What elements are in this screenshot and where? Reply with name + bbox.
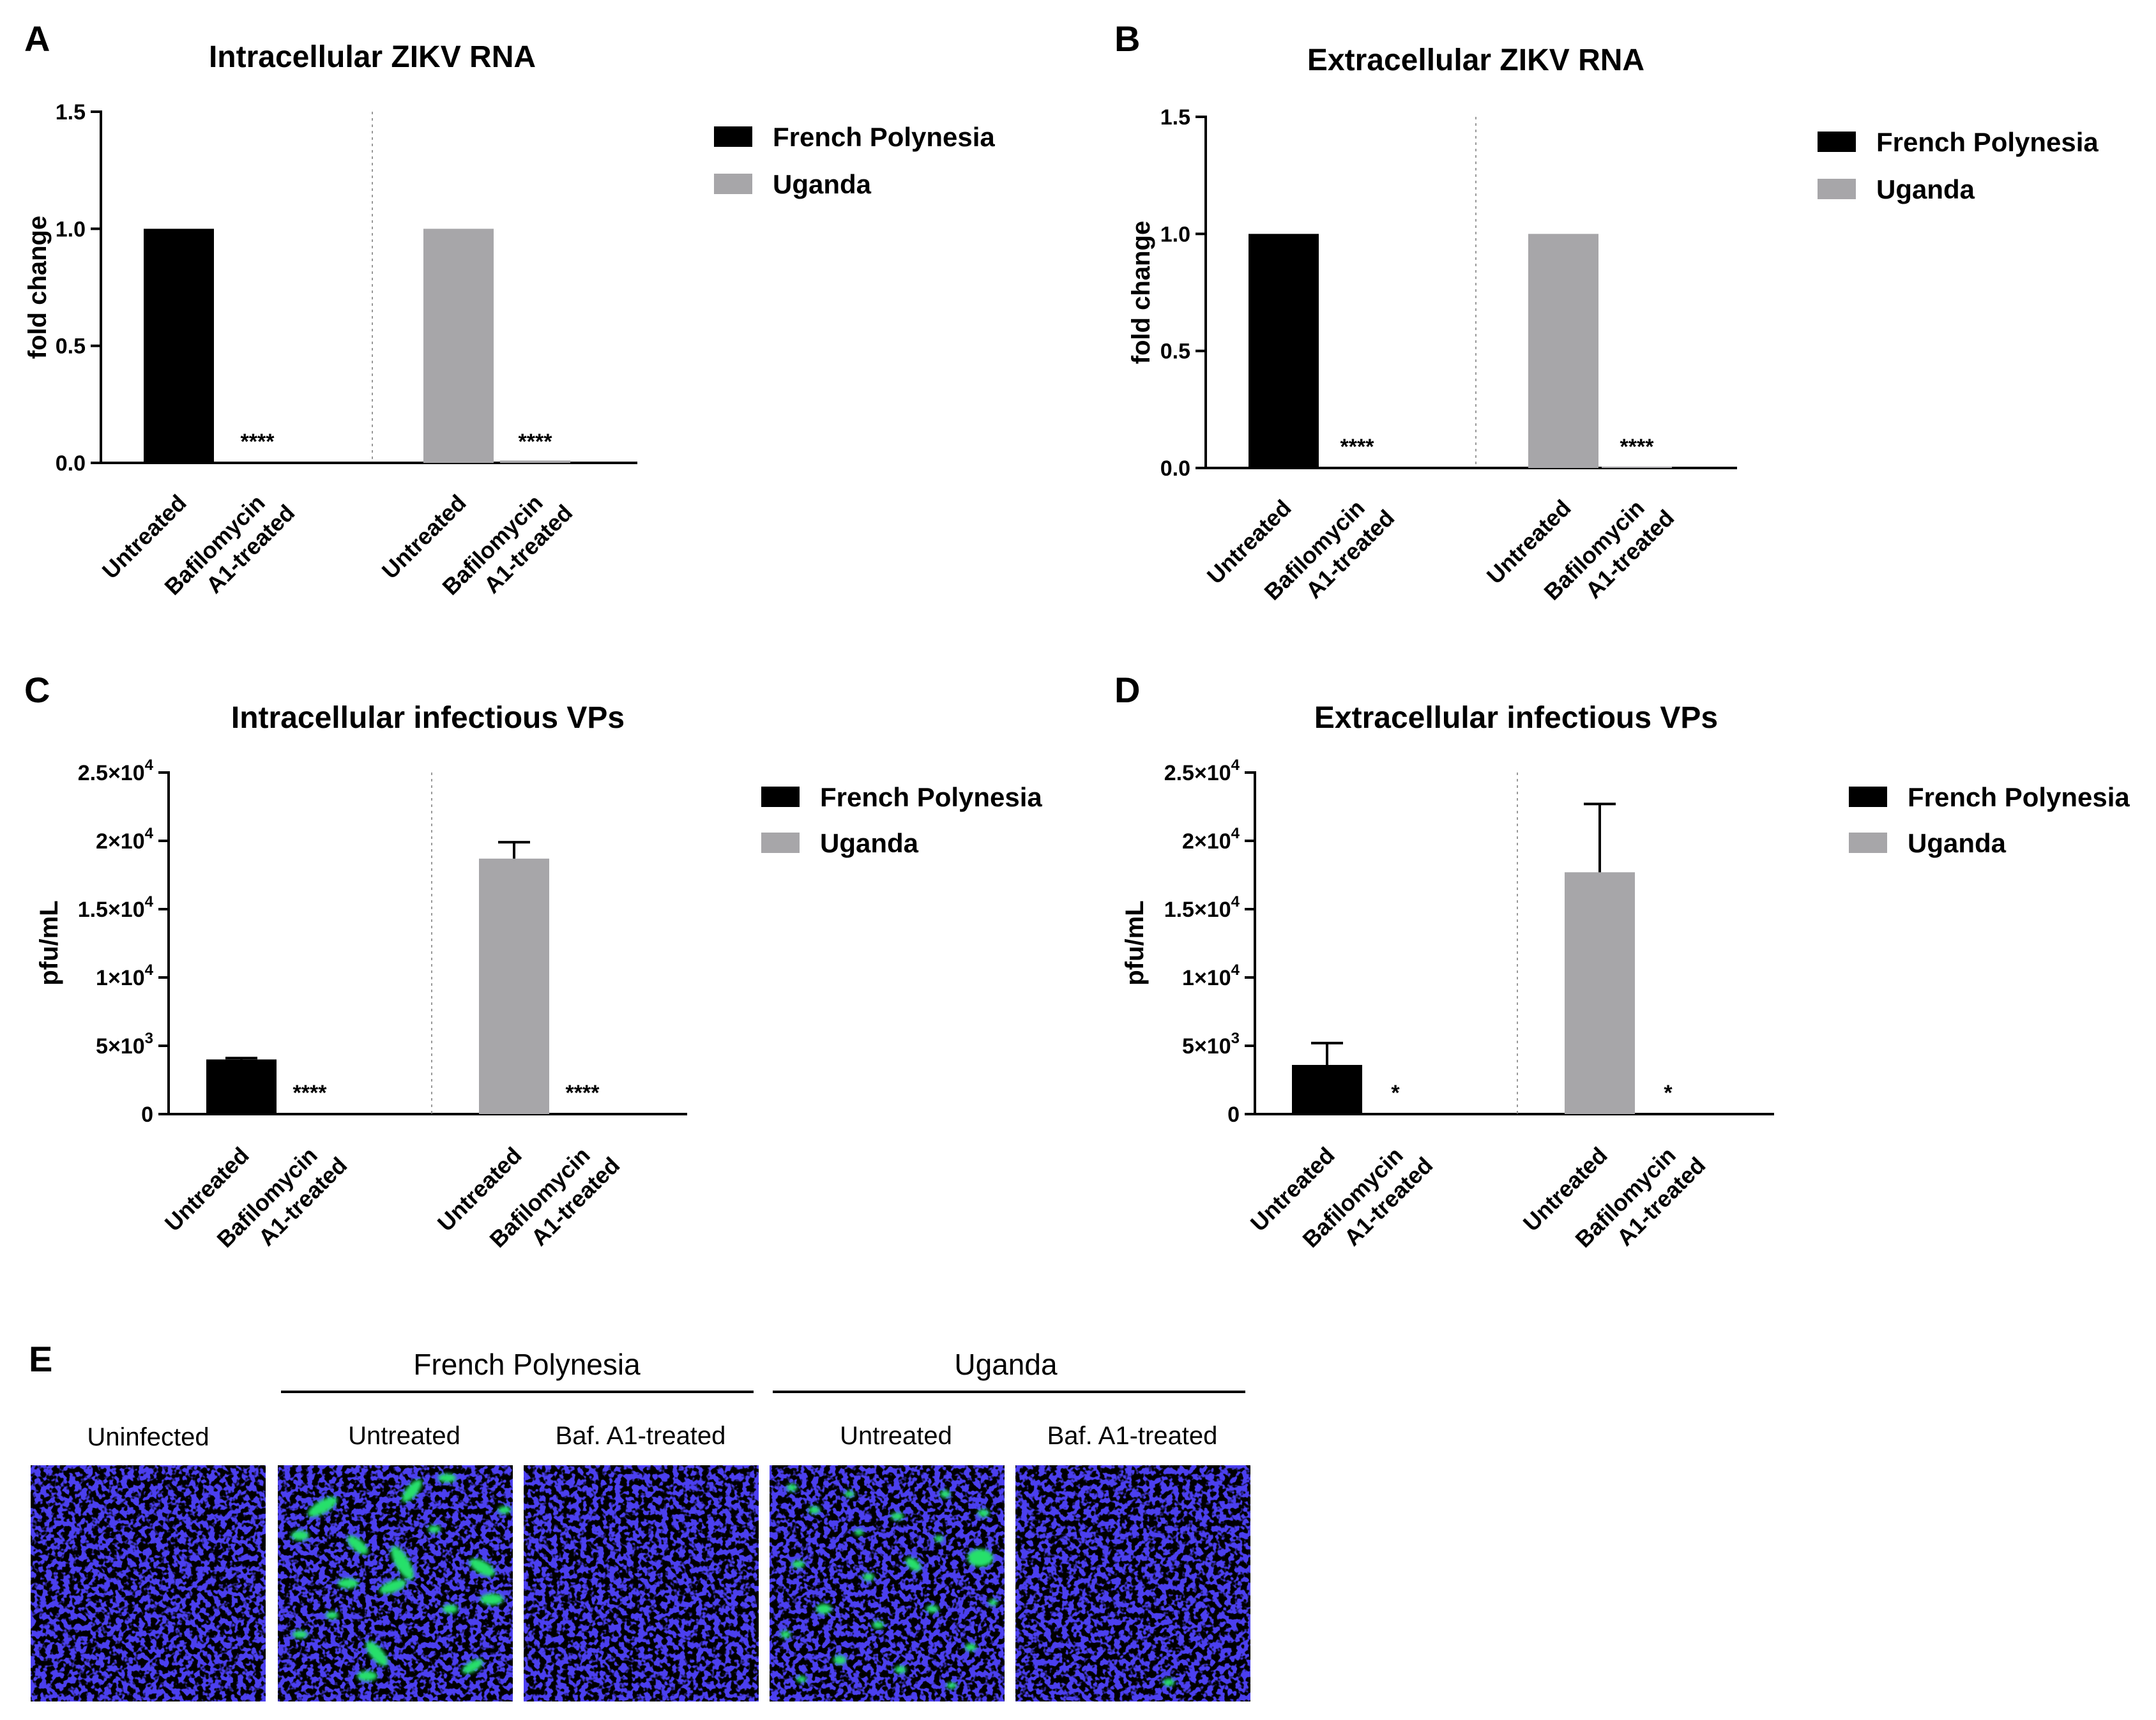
y-axis-label: fold change [1127,221,1155,364]
bar [1602,466,1672,468]
significance-label: **** [293,1081,328,1105]
condition-label-uninfected: Uninfected [87,1423,209,1451]
bar [144,229,214,463]
y-tick-label: 1.0 [56,217,86,241]
chart-title: Extracellular infectious VPs [1314,701,1718,735]
significance-label: **** [1620,435,1655,459]
virus-signal-fp [291,1474,511,1681]
bar [1249,234,1319,468]
legend-label: French Polynesia [773,122,995,152]
legend-label: Uganda [1876,174,1975,204]
y-tick-label: 0.0 [56,451,86,476]
legend-label: Uganda [1908,828,2007,858]
bar [1565,872,1635,1114]
significance-label: * [1391,1081,1400,1105]
significance-label: **** [519,430,553,454]
y-tick-label: 2×104 [96,825,154,854]
condition-label-fp-untreated: Untreated [348,1422,460,1450]
legend-swatch [714,174,752,194]
y-tick-label: 2×104 [1182,825,1240,854]
chart-extracellular-rna: Extracellular ZIKV RNA fold change 0.0 0.5 1… [1127,43,2099,605]
panel-letter-d: D [1114,670,1140,710]
micrograph-ug-untreated [770,1465,1005,1701]
legend-swatch [1849,787,1887,807]
micrograph-fp-untreated [278,1465,513,1701]
bar [206,1059,277,1114]
y-axis-label: fold change [24,216,52,359]
legend-label: French Polynesia [1908,782,2130,812]
y-tick-label: 0 [1227,1103,1240,1127]
y-tick-label: 5×103 [96,1030,153,1059]
y-tick-label: 0.5 [1160,340,1190,364]
y-axis-label: pfu/mL [1121,900,1149,985]
legend-swatch [1849,833,1887,853]
condition-label-ug-baf: Baf. A1-treated [1047,1422,1218,1450]
panel-letter-c: C [24,670,50,710]
chart-extracellular-vps: Extracellular infectious VPs pfu/mL 0 5×103… [1121,701,2130,1253]
y-tick-label: 1.5 [56,100,86,124]
panel-letter-e: E [29,1339,52,1379]
y-tick-label: 1.5×104 [78,893,154,922]
legend-label: Uganda [773,169,872,199]
virus-signal-ug [780,1484,998,1689]
legend-label: French Polynesia [820,782,1042,812]
legend-label: Uganda [820,828,919,858]
chart-title: Extracellular ZIKV RNA [1307,43,1644,77]
condition-label-fp-baf: Baf. A1-treated [556,1422,726,1450]
significance-label: * [1664,1081,1673,1105]
bar [1322,467,1392,468]
y-tick-label: 2.5×104 [78,757,154,785]
bar [423,229,494,463]
y-tick-label: 1×104 [96,962,154,990]
micrograph-fp-baf [524,1465,759,1701]
group-label-uganda: Uganda [954,1348,1058,1381]
bar [222,462,292,463]
bar [479,858,549,1114]
condition-label-ug-untreated: Untreated [840,1422,952,1450]
bar [500,460,570,463]
micrograph-ug-baf [1015,1465,1250,1701]
y-tick-label: 1.5×104 [1164,893,1240,922]
y-tick-label: 0 [141,1103,153,1127]
y-tick-label: 0.0 [1160,456,1190,481]
bar [1292,1064,1362,1114]
virus-signal-ug-baf [1163,1679,1174,1686]
group-label-french-polynesia: French Polynesia [413,1348,641,1381]
chart-title: Intracellular infectious VPs [231,701,625,735]
micrograph-uninfected [31,1465,266,1701]
y-tick-label: 1.5 [1160,105,1190,130]
legend-swatch [761,787,800,807]
y-tick-label: 1.0 [1160,222,1190,246]
chart-intracellular-vps: Intracellular infectious VPs pfu/mL 0 5×103… [35,701,1042,1253]
chart-title: Intracellular ZIKV RNA [209,40,536,74]
y-tick-label: 1×104 [1182,962,1240,990]
legend-label: French Polynesia [1876,127,2099,157]
legend-swatch [761,833,800,853]
y-tick-label: 0.5 [56,335,86,359]
panel-letter-b: B [1114,19,1140,59]
significance-label: **** [1340,435,1375,459]
significance-label: **** [566,1081,600,1105]
chart-intracellular-rna: Intracellular ZIKV RNA fold change 0.0 0.5 1… [24,40,995,600]
panel-letter-a: A [24,19,50,59]
significance-label: **** [241,430,275,454]
legend-swatch [1818,132,1856,152]
y-axis-label: pfu/mL [35,900,63,985]
legend-swatch [1818,179,1856,199]
bar [1528,234,1598,468]
legend-swatch [714,126,752,147]
y-tick-label: 5×103 [1182,1030,1240,1059]
y-tick-label: 2.5×104 [1164,757,1240,785]
